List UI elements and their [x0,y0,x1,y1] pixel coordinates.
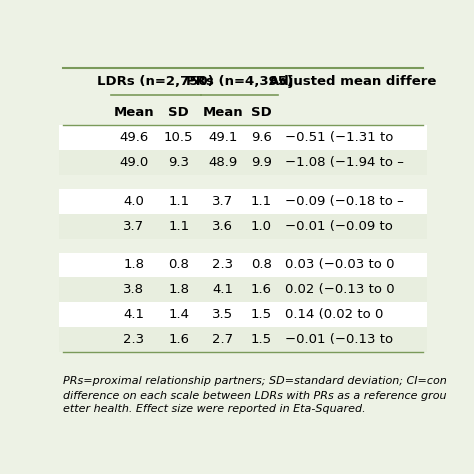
FancyBboxPatch shape [59,126,427,150]
Text: 1.8: 1.8 [168,283,189,296]
Text: Mean: Mean [113,106,154,119]
FancyBboxPatch shape [59,189,427,214]
Text: 0.14 (0.02 to 0: 0.14 (0.02 to 0 [285,308,383,321]
Text: 49.0: 49.0 [119,156,148,169]
Text: 1.5: 1.5 [251,333,272,346]
Text: PRs=proximal relationship partners; SD=standard deviation; CI=con: PRs=proximal relationship partners; SD=s… [63,376,447,386]
Text: 1.0: 1.0 [251,220,272,233]
Text: −0.09 (−0.18 to –: −0.09 (−0.18 to – [285,195,404,208]
Text: 9.3: 9.3 [168,156,189,169]
Text: 9.9: 9.9 [251,156,272,169]
Text: LDRs (n=2,750): LDRs (n=2,750) [97,75,214,88]
Text: −0.01 (−0.09 to: −0.01 (−0.09 to [285,220,393,233]
Text: etter health. Effect size were reported in Eta-Squared.: etter health. Effect size were reported … [63,404,365,414]
Text: PRs (n=4,395): PRs (n=4,395) [186,75,293,88]
Text: 0.02 (−0.13 to 0: 0.02 (−0.13 to 0 [285,283,395,296]
Text: 3.5: 3.5 [212,308,233,321]
Text: difference on each scale between LDRs with PRs as a reference grou: difference on each scale between LDRs wi… [63,391,447,401]
Text: 3.7: 3.7 [212,195,233,208]
Text: 10.5: 10.5 [164,131,193,145]
Text: SD: SD [251,106,272,119]
Text: SD: SD [168,106,189,119]
FancyBboxPatch shape [59,327,427,352]
FancyBboxPatch shape [59,253,427,277]
Text: 1.5: 1.5 [251,308,272,321]
Text: 1.6: 1.6 [168,333,189,346]
Text: 2.7: 2.7 [212,333,233,346]
Text: 48.9: 48.9 [208,156,237,169]
Text: 49.6: 49.6 [119,131,148,145]
Text: Adjusted mean differe: Adjusted mean differe [269,75,436,88]
Text: 3.6: 3.6 [212,220,233,233]
Text: 3.7: 3.7 [123,220,144,233]
Text: 1.8: 1.8 [123,258,144,272]
Text: −1.08 (−1.94 to –: −1.08 (−1.94 to – [285,156,404,169]
FancyBboxPatch shape [59,214,427,238]
Text: 1.1: 1.1 [168,220,189,233]
Text: 2.3: 2.3 [212,258,233,272]
Text: 1.1: 1.1 [251,195,272,208]
Text: −0.51 (−1.31 to: −0.51 (−1.31 to [285,131,393,145]
Text: 3.8: 3.8 [123,283,144,296]
Text: 0.03 (−0.03 to 0: 0.03 (−0.03 to 0 [285,258,395,272]
Text: 1.1: 1.1 [168,195,189,208]
Text: 1.6: 1.6 [251,283,272,296]
FancyBboxPatch shape [59,302,427,327]
Text: 0.8: 0.8 [168,258,189,272]
FancyBboxPatch shape [59,277,427,302]
Text: 9.6: 9.6 [251,131,272,145]
Text: 4.1: 4.1 [123,308,144,321]
Text: 0.8: 0.8 [251,258,272,272]
Text: 2.3: 2.3 [123,333,144,346]
Text: 4.1: 4.1 [212,283,233,296]
Text: 1.4: 1.4 [168,308,189,321]
Text: −0.01 (−0.13 to: −0.01 (−0.13 to [285,333,393,346]
Text: 49.1: 49.1 [208,131,237,145]
Text: Mean: Mean [202,106,243,119]
Text: 4.0: 4.0 [123,195,144,208]
FancyBboxPatch shape [59,150,427,175]
